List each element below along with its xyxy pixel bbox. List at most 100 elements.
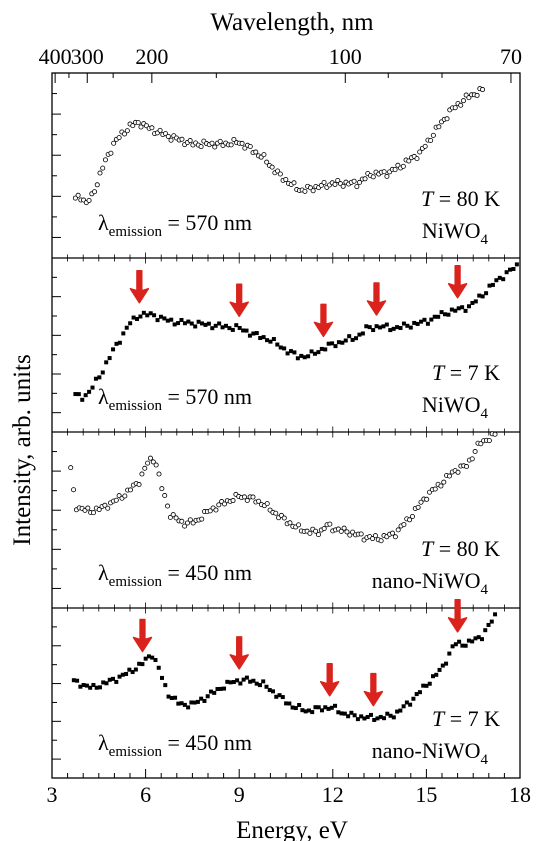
data-point bbox=[114, 341, 119, 346]
data-point bbox=[323, 347, 328, 352]
data-point bbox=[105, 505, 111, 511]
x-tick-label: 12 bbox=[322, 782, 344, 807]
data-point bbox=[362, 716, 367, 721]
data-point bbox=[414, 156, 420, 162]
data-point bbox=[268, 339, 273, 344]
data-point bbox=[199, 516, 205, 522]
data-point bbox=[107, 356, 112, 361]
data-point bbox=[340, 183, 346, 189]
data-point bbox=[469, 456, 475, 462]
data-point bbox=[142, 465, 148, 471]
data-point bbox=[169, 696, 174, 701]
data-point bbox=[428, 137, 434, 143]
data-point bbox=[149, 125, 155, 131]
sample-label: nano-NiWO4 bbox=[372, 568, 489, 598]
data-point bbox=[227, 326, 232, 331]
data-point bbox=[265, 338, 270, 343]
data-point bbox=[94, 182, 100, 188]
data-point bbox=[452, 105, 458, 111]
data-point bbox=[391, 715, 396, 720]
data-point bbox=[401, 522, 407, 528]
data-point bbox=[96, 507, 102, 513]
data-point bbox=[156, 665, 161, 670]
panel-p3: T = 80 K nano-NiWO4 λemission = 450 nm bbox=[68, 431, 500, 598]
data-point bbox=[343, 338, 348, 343]
data-point bbox=[150, 655, 155, 660]
data-point bbox=[189, 321, 194, 326]
data-point bbox=[228, 680, 233, 685]
data-point bbox=[182, 321, 187, 326]
data-point bbox=[205, 694, 210, 699]
data-point bbox=[127, 667, 132, 672]
data-point bbox=[312, 351, 317, 356]
data-point bbox=[302, 355, 307, 360]
data-point bbox=[395, 527, 401, 533]
data-point bbox=[244, 328, 249, 333]
data-point bbox=[359, 714, 364, 719]
data-point bbox=[271, 337, 276, 342]
data-point bbox=[351, 178, 357, 184]
data-point bbox=[310, 710, 315, 715]
data-point bbox=[230, 498, 236, 504]
data-point bbox=[284, 701, 289, 706]
data-point bbox=[425, 321, 430, 326]
data-point bbox=[333, 703, 338, 708]
data-point bbox=[128, 487, 134, 493]
data-point bbox=[111, 676, 116, 681]
data-point bbox=[437, 667, 442, 672]
data-point bbox=[494, 278, 499, 283]
data-point bbox=[295, 356, 300, 361]
data-point bbox=[282, 346, 287, 351]
data-point bbox=[75, 678, 80, 683]
emission-label: λemission = 450 nm bbox=[98, 560, 252, 590]
data-point bbox=[111, 347, 116, 352]
data-point bbox=[341, 525, 347, 531]
data-point bbox=[124, 325, 129, 330]
data-point bbox=[455, 469, 461, 475]
data-point bbox=[241, 328, 246, 333]
data-point bbox=[489, 619, 494, 624]
data-point bbox=[297, 703, 302, 708]
data-point bbox=[307, 185, 313, 191]
data-point bbox=[140, 662, 145, 667]
data-point bbox=[247, 143, 253, 149]
data-point bbox=[504, 270, 509, 275]
data-point bbox=[285, 351, 290, 356]
data-point bbox=[165, 133, 171, 139]
data-point bbox=[92, 189, 98, 195]
data-point bbox=[407, 517, 413, 523]
data-point bbox=[153, 658, 158, 663]
data-point bbox=[464, 464, 470, 470]
data-point bbox=[453, 308, 458, 313]
data-point bbox=[186, 319, 191, 324]
data-point bbox=[307, 530, 313, 536]
data-point bbox=[382, 716, 387, 721]
data-point bbox=[374, 324, 379, 329]
data-point bbox=[100, 370, 105, 375]
data-point bbox=[327, 521, 333, 527]
data-point bbox=[230, 327, 235, 332]
temperature-label: T = 80 K bbox=[421, 186, 500, 211]
data-point bbox=[141, 310, 146, 315]
data-point bbox=[391, 326, 396, 331]
data-point bbox=[209, 140, 215, 146]
data-point bbox=[414, 692, 419, 697]
data-point bbox=[208, 689, 213, 694]
plot-layer: 3 6 9 12 15 18 400 300 200 100 70 T = 80 K NiWO4 λemi… bbox=[39, 44, 531, 807]
data-point bbox=[484, 291, 489, 296]
data-point bbox=[113, 497, 119, 503]
data-point bbox=[291, 180, 297, 186]
data-point bbox=[329, 705, 334, 710]
data-point bbox=[441, 479, 447, 485]
data-point bbox=[128, 321, 133, 326]
data-point bbox=[378, 714, 383, 719]
data-point bbox=[293, 706, 298, 711]
data-point bbox=[418, 499, 424, 505]
data-point bbox=[392, 167, 398, 173]
data-point bbox=[168, 137, 174, 143]
data-point bbox=[213, 507, 219, 513]
data-point bbox=[277, 693, 282, 698]
data-point bbox=[339, 711, 344, 716]
data-point bbox=[253, 149, 259, 155]
data-point bbox=[352, 713, 357, 718]
